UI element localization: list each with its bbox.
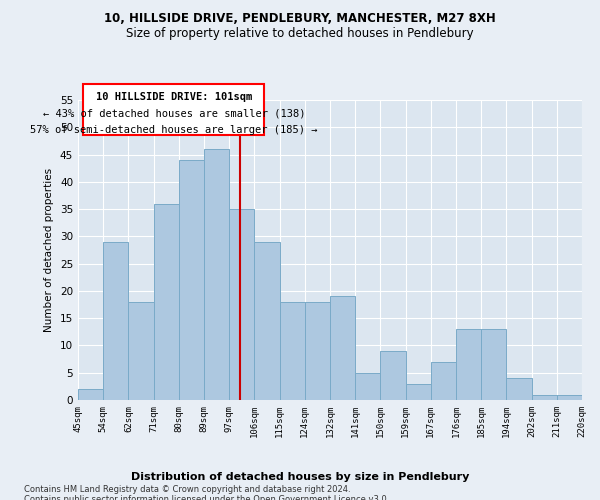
Bar	[456, 329, 481, 400]
Bar	[355, 372, 380, 400]
Text: Distribution of detached houses by size in Pendlebury: Distribution of detached houses by size …	[131, 472, 469, 482]
Bar	[481, 329, 506, 400]
Bar	[204, 149, 229, 400]
Bar	[103, 242, 128, 400]
Bar	[280, 302, 305, 400]
Text: ← 43% of detached houses are smaller (138): ← 43% of detached houses are smaller (13…	[43, 108, 305, 118]
Bar	[532, 394, 557, 400]
Bar	[380, 351, 406, 400]
Bar	[431, 362, 456, 400]
Bar	[179, 160, 204, 400]
Bar	[506, 378, 532, 400]
Text: Size of property relative to detached houses in Pendlebury: Size of property relative to detached ho…	[126, 28, 474, 40]
Bar	[254, 242, 280, 400]
Bar	[330, 296, 355, 400]
Bar	[229, 209, 254, 400]
Bar	[557, 394, 582, 400]
Bar	[406, 384, 431, 400]
Bar	[154, 204, 179, 400]
Text: 10 HILLSIDE DRIVE: 101sqm: 10 HILLSIDE DRIVE: 101sqm	[95, 92, 252, 102]
Bar	[128, 302, 154, 400]
Y-axis label: Number of detached properties: Number of detached properties	[44, 168, 55, 332]
Bar	[78, 389, 103, 400]
Text: Contains public sector information licensed under the Open Government Licence v3: Contains public sector information licen…	[24, 495, 389, 500]
Text: 10, HILLSIDE DRIVE, PENDLEBURY, MANCHESTER, M27 8XH: 10, HILLSIDE DRIVE, PENDLEBURY, MANCHEST…	[104, 12, 496, 26]
Text: 57% of semi-detached houses are larger (185) →: 57% of semi-detached houses are larger (…	[30, 124, 317, 134]
Bar	[305, 302, 330, 400]
Text: Contains HM Land Registry data © Crown copyright and database right 2024.: Contains HM Land Registry data © Crown c…	[24, 485, 350, 494]
FancyBboxPatch shape	[83, 84, 265, 136]
